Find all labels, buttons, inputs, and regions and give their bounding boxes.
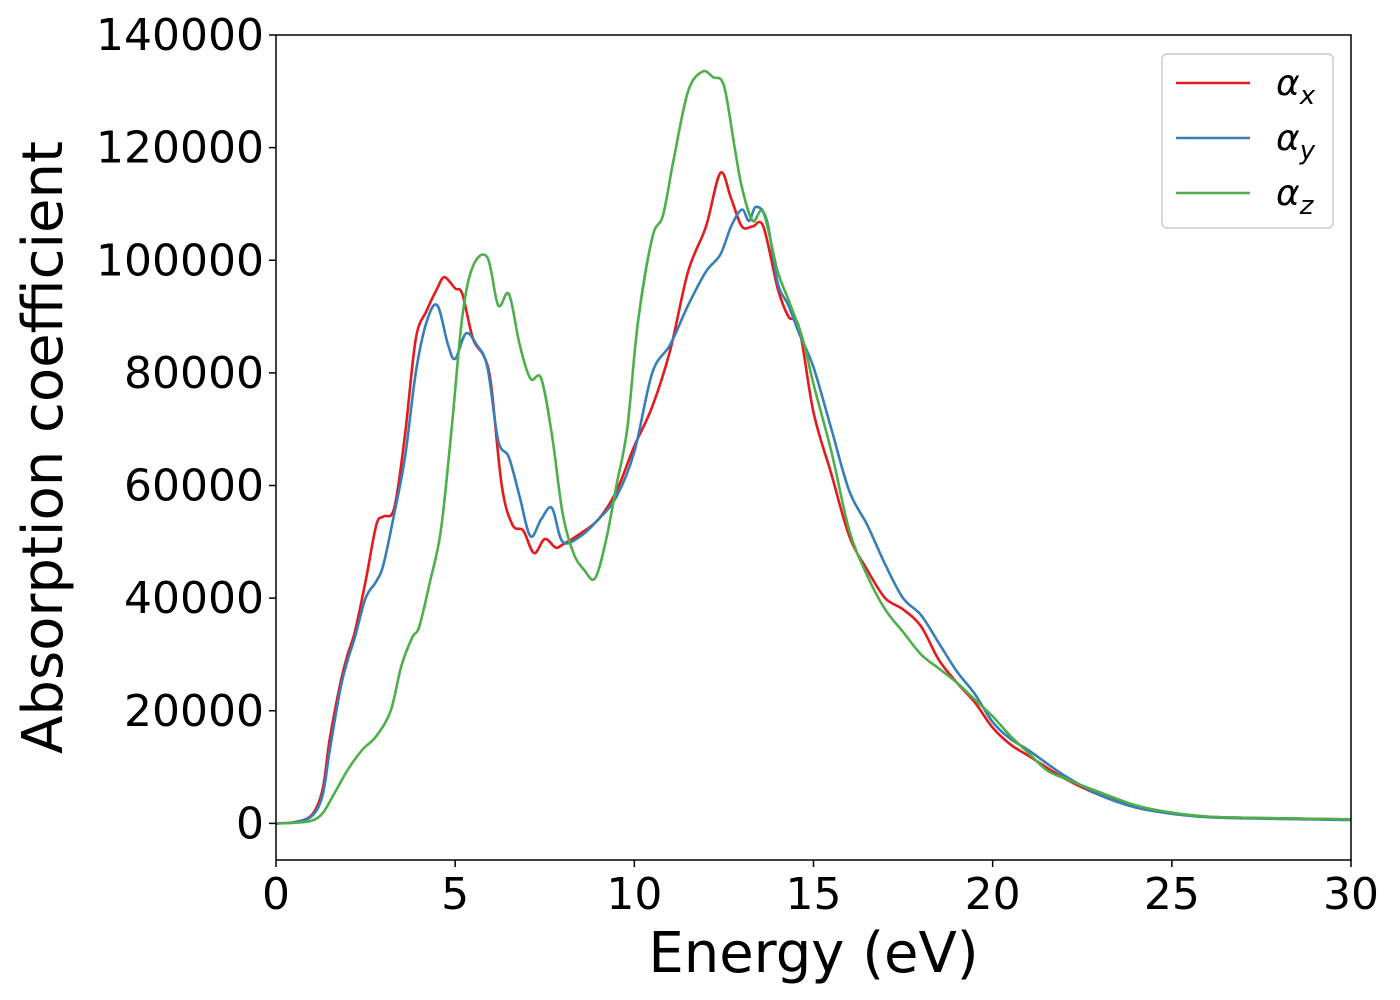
legend-label-z: αz: [1276, 173, 1315, 221]
y-tick-label: 140000: [96, 10, 264, 61]
y-tick-label: 0: [236, 798, 264, 849]
series-line-x: [276, 171, 1351, 825]
y-axis-label: Absorption coefficient: [11, 141, 76, 754]
y-tick-label: 40000: [124, 573, 264, 624]
legend-label-y: αy: [1276, 118, 1316, 166]
series-layer: [276, 69, 1351, 825]
legend: αx αy αz: [1161, 53, 1334, 229]
y-tick-label: 60000: [124, 461, 264, 512]
legend-label-x: αx: [1276, 63, 1316, 111]
x-tick-label: 10: [606, 869, 662, 920]
x-tick-label: 20: [965, 869, 1021, 920]
legend-box: [1161, 53, 1334, 229]
x-axis: 0 5 10 15 20 25 30: [262, 860, 1379, 920]
x-tick-label: 30: [1323, 869, 1379, 920]
x-tick-label: 0: [262, 869, 290, 920]
y-tick-label: 100000: [96, 235, 264, 286]
x-tick-label: 5: [441, 869, 469, 920]
x-tick-label: 15: [786, 869, 842, 920]
series-line-z: [276, 69, 1351, 825]
y-axis: 0 20000 40000 60000 80000 100000 120000 140000: [96, 10, 276, 849]
y-tick-label: 80000: [124, 348, 264, 399]
y-tick-label: 20000: [124, 686, 264, 737]
x-axis-label: Energy (eV): [648, 921, 978, 986]
x-tick-label: 25: [1144, 869, 1200, 920]
y-tick-label: 120000: [96, 123, 264, 174]
series-line-y: [276, 205, 1351, 825]
